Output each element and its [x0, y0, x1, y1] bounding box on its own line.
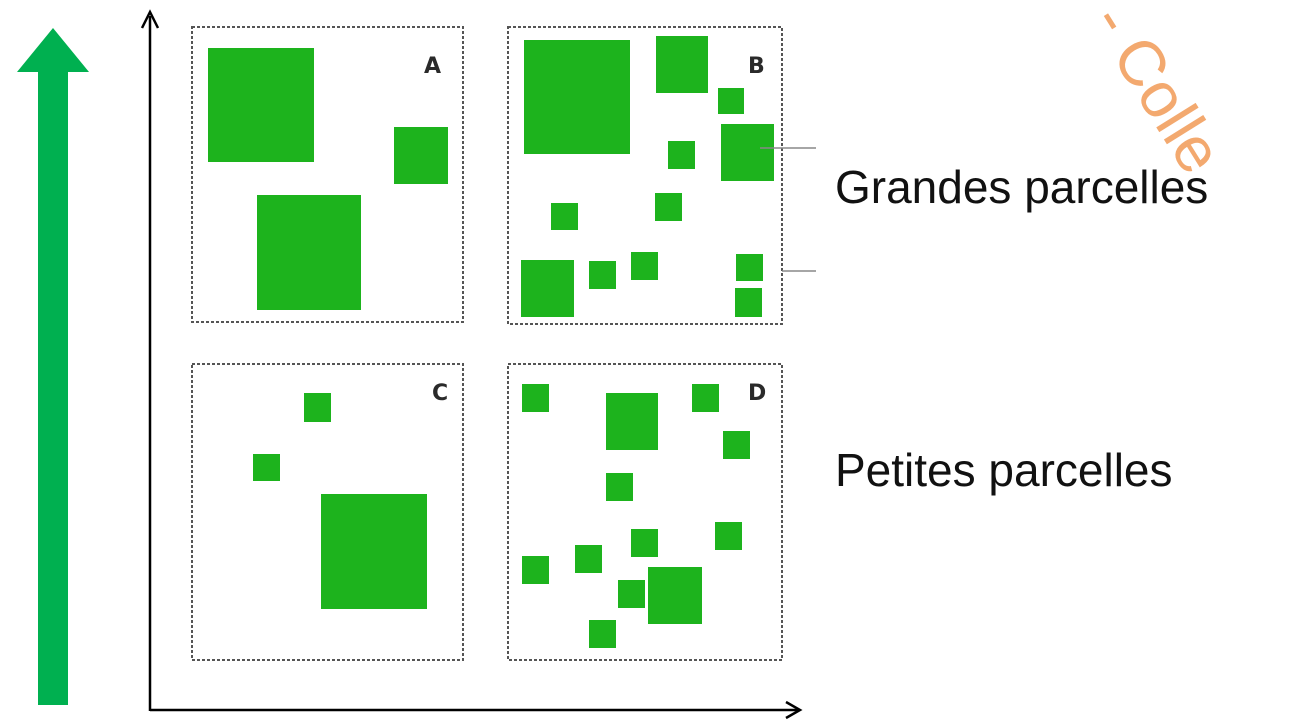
- panel-c: C: [191, 363, 464, 661]
- parcel: [524, 40, 630, 154]
- parcel: [253, 454, 280, 481]
- parcel: [589, 620, 616, 648]
- label-large-parcels: Grandes parcelles: [835, 161, 1209, 213]
- parcel: [668, 141, 695, 169]
- parcel: [631, 529, 658, 557]
- parcel: [736, 254, 763, 281]
- parcel: [656, 36, 708, 93]
- parcel: [723, 431, 750, 459]
- parcel: [257, 195, 361, 310]
- parcel: [521, 260, 574, 317]
- parcel: [735, 288, 762, 317]
- parcel: [304, 393, 331, 422]
- parcel: [692, 384, 719, 412]
- parcel: [522, 384, 549, 412]
- parcel: [589, 261, 616, 289]
- parcel: [606, 393, 658, 450]
- panel-d: D: [507, 363, 783, 661]
- parcel: [575, 545, 602, 573]
- panel-b: B: [507, 26, 816, 325]
- panel-letter-b: B: [748, 54, 765, 79]
- parcel: [718, 88, 744, 114]
- green-up-arrow: [17, 28, 89, 705]
- parcel: [655, 193, 682, 221]
- y-axis-arrowhead: [140, 9, 160, 29]
- panel-a: A: [191, 26, 464, 323]
- panel-letter-a: A: [424, 54, 441, 79]
- parcel: [618, 580, 645, 608]
- parcel: [648, 567, 702, 624]
- parcel: [606, 473, 633, 501]
- parcel: [631, 252, 658, 280]
- parcel: [721, 124, 774, 181]
- parcel: [715, 522, 742, 550]
- panel-letter-c: C: [432, 381, 448, 406]
- panel-letter-d: D: [748, 381, 766, 406]
- parcel: [394, 127, 448, 184]
- parcel: [321, 494, 427, 609]
- parcel: [551, 203, 578, 230]
- parcel: [522, 556, 549, 584]
- axes: [140, 9, 803, 720]
- parcel: [208, 48, 314, 162]
- x-axis-arrowhead: [785, 700, 803, 720]
- label-small-parcels: Petites parcelles: [835, 444, 1173, 496]
